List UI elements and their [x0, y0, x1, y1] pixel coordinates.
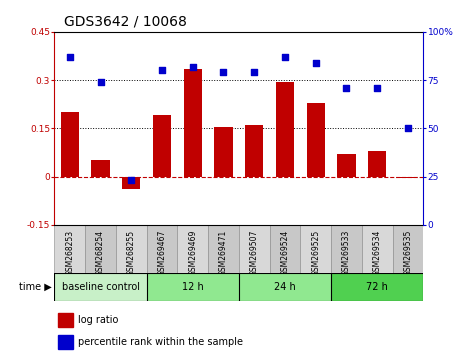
Bar	[177, 225, 208, 285]
Bar	[393, 225, 423, 285]
Point	[374, 85, 381, 91]
Text: log ratio: log ratio	[79, 315, 119, 325]
Text: GSM269507: GSM269507	[250, 230, 259, 276]
Text: 24 h: 24 h	[274, 282, 296, 292]
Bar	[331, 225, 362, 285]
Bar	[147, 225, 177, 285]
Text: 12 h: 12 h	[182, 282, 203, 292]
Bar	[276, 82, 294, 177]
Bar	[122, 177, 140, 189]
Bar	[58, 313, 73, 327]
Bar	[54, 225, 85, 285]
Bar	[85, 225, 116, 285]
Point	[251, 69, 258, 75]
Point	[189, 64, 197, 69]
Bar	[270, 225, 300, 285]
Point	[128, 178, 135, 183]
Text: GSM269471: GSM269471	[219, 230, 228, 276]
Bar	[116, 225, 147, 285]
Bar	[91, 160, 110, 177]
Bar	[239, 225, 270, 285]
Bar	[208, 225, 239, 285]
Bar	[61, 112, 79, 177]
Bar	[300, 225, 331, 285]
Text: baseline control: baseline control	[61, 282, 140, 292]
Bar	[147, 273, 239, 301]
Bar	[54, 273, 147, 301]
Bar	[362, 225, 393, 285]
Point	[312, 60, 320, 65]
Text: percentile rank within the sample: percentile rank within the sample	[79, 337, 244, 347]
Text: 72 h: 72 h	[366, 282, 388, 292]
Point	[281, 54, 289, 60]
Bar	[58, 335, 73, 349]
Point	[96, 79, 104, 85]
Bar	[184, 69, 202, 177]
Text: GSM269467: GSM269467	[158, 230, 166, 276]
Bar	[331, 273, 423, 301]
Text: GSM269525: GSM269525	[311, 230, 320, 276]
Bar	[153, 115, 171, 177]
Text: GSM269469: GSM269469	[188, 230, 197, 276]
Text: GSM268253: GSM268253	[65, 230, 74, 276]
Bar	[214, 127, 233, 177]
Point	[219, 69, 227, 75]
Text: time ▶: time ▶	[19, 282, 52, 292]
Text: GSM268255: GSM268255	[127, 230, 136, 276]
Bar	[239, 273, 331, 301]
Text: GDS3642 / 10068: GDS3642 / 10068	[64, 14, 187, 28]
Point	[404, 125, 412, 131]
Bar	[307, 103, 325, 177]
Bar	[399, 177, 417, 178]
Bar	[245, 125, 263, 177]
Text: GSM269533: GSM269533	[342, 230, 351, 276]
Point	[342, 85, 350, 91]
Bar	[337, 154, 356, 177]
Text: GSM269535: GSM269535	[403, 230, 412, 276]
Point	[66, 54, 74, 60]
Text: GSM269534: GSM269534	[373, 230, 382, 276]
Point	[158, 68, 166, 73]
Text: GSM269524: GSM269524	[280, 230, 289, 276]
Bar	[368, 151, 386, 177]
Text: GSM268254: GSM268254	[96, 230, 105, 276]
